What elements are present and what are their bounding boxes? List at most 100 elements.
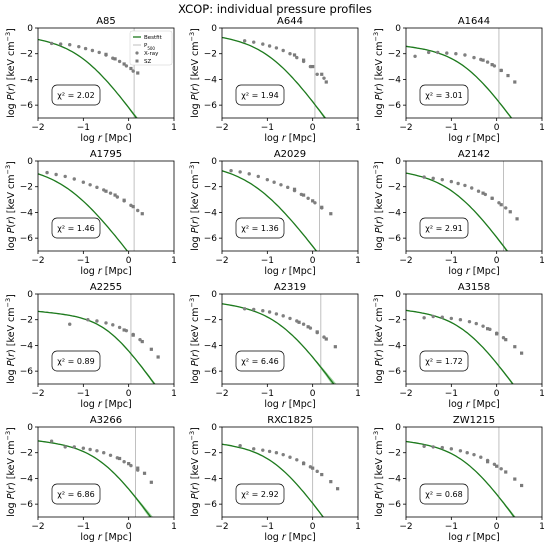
sz-point	[333, 345, 337, 349]
plot-area	[406, 294, 524, 384]
sz-point	[499, 203, 503, 207]
xray-point	[72, 177, 76, 181]
chi2-label: χ² = 0.89	[57, 357, 94, 366]
y-axis-label: log P(r) [keV cm−3]	[188, 161, 201, 251]
xray-point	[252, 447, 256, 451]
xray-point	[431, 176, 435, 181]
y-tick-label: −2	[388, 316, 401, 326]
sz-point	[140, 212, 144, 216]
sz-point	[292, 187, 297, 191]
xray-point	[456, 181, 460, 186]
y-tick-label: −6	[204, 500, 218, 510]
bestfit-line	[222, 170, 318, 251]
panel-title: A1644	[458, 16, 490, 27]
sz-point	[136, 71, 140, 75]
xray-point	[54, 172, 58, 177]
x-tick-label: 1	[539, 389, 545, 399]
plot-area	[406, 161, 519, 251]
xray-point	[274, 312, 279, 316]
xray-point	[68, 322, 72, 326]
x-axis-label: log r [Mpc]	[264, 266, 315, 277]
x-tick-label: −1	[261, 256, 274, 266]
xray-point	[431, 445, 435, 449]
plot-area	[38, 161, 144, 251]
x-tick-label: −2	[31, 522, 44, 532]
xray-point	[281, 48, 285, 53]
xray-point	[83, 46, 88, 51]
x-axis-label: log r [Mpc]	[264, 399, 315, 410]
x-tick-label: 0	[126, 256, 132, 266]
sz-point	[495, 464, 499, 468]
xray-point	[463, 183, 467, 188]
sz-point	[520, 483, 524, 488]
x-tick-label: 0	[494, 522, 500, 532]
x-tick-label: 0	[126, 522, 132, 532]
panel-title: ZW1215	[453, 415, 495, 426]
x-tick-label: −2	[31, 256, 44, 266]
uncertainty-band	[38, 173, 129, 251]
xray-point	[95, 185, 99, 190]
y-tick-label: −4	[204, 341, 218, 351]
xray-point	[474, 321, 478, 326]
sz-point	[113, 57, 117, 61]
y-tick-label: 0	[27, 157, 33, 167]
panel-title: A2255	[90, 282, 122, 293]
xray-point	[117, 59, 122, 64]
xray-point	[295, 55, 299, 60]
xray-point	[95, 449, 99, 453]
x-tick-label: −2	[31, 123, 44, 133]
xray-point	[49, 41, 54, 46]
axes-frame	[405, 293, 543, 385]
y-tick-label: −6	[388, 101, 402, 111]
sz-point	[311, 64, 315, 69]
y-tick-label: −4	[204, 75, 218, 85]
xray-point	[77, 44, 81, 49]
x-tick-label: −2	[215, 522, 228, 532]
x-tick-label: −2	[399, 256, 412, 266]
xray-point	[440, 445, 444, 450]
xray-point	[449, 447, 454, 451]
y-tick-label: −6	[20, 367, 34, 377]
sz-point	[506, 73, 510, 78]
xray-point	[274, 46, 279, 50]
y-tick-label: 0	[395, 290, 401, 300]
chi2-label: χ² = 1.94	[241, 91, 278, 100]
xray-point	[117, 325, 122, 330]
xray-point	[288, 455, 292, 459]
xray-point	[504, 206, 508, 210]
sz-point	[136, 466, 140, 470]
plot-area	[38, 427, 154, 517]
sz-point	[131, 205, 135, 209]
xray-point	[108, 453, 113, 457]
y-tick-label: −6	[20, 234, 34, 244]
xray-point	[315, 469, 319, 474]
xray-point	[261, 42, 265, 46]
x-tick-label: 0	[310, 522, 316, 532]
xray-point	[431, 314, 435, 319]
xray-point	[88, 183, 92, 187]
y-tick-label: −4	[388, 75, 402, 85]
x-tick-label: −2	[399, 389, 412, 399]
xray-point	[481, 324, 485, 328]
panel-title: A2029	[274, 149, 306, 160]
xray-point	[445, 51, 449, 55]
y-tick-label: −4	[20, 75, 34, 85]
xray-point	[122, 460, 126, 464]
chi2-label: χ² = 1.46	[57, 224, 94, 233]
x-tick-label: −1	[445, 123, 458, 133]
x-axis-label: log r [Mpc]	[80, 266, 131, 277]
xray-point	[499, 467, 503, 471]
xray-point	[467, 319, 472, 324]
xray-point	[472, 452, 476, 457]
xray-point	[72, 445, 76, 449]
x-axis-label: log r [Mpc]	[80, 532, 131, 543]
xray-point	[422, 444, 426, 448]
y-axis-label: log P(r) [keV cm−3]	[188, 294, 201, 384]
y-tick-label: −2	[204, 316, 217, 326]
xray-point	[238, 170, 242, 174]
y-tick-label: 0	[211, 423, 217, 433]
xray-point	[63, 174, 67, 179]
